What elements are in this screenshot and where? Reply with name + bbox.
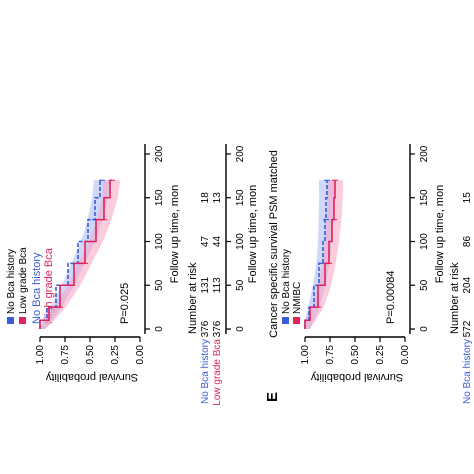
middle-risk-count: 113	[212, 277, 223, 293]
middle-risk-x-tick-label: 50	[235, 279, 246, 291]
middle-y-tick-label: 1.00	[35, 345, 46, 365]
bottom-y-label: Survival probability	[310, 371, 403, 383]
bottom-x-ticks: 0 50 100 150 200	[410, 145, 430, 332]
bottom-title: Cancer specific survival PSM matched	[268, 150, 280, 338]
middle-y-ticks: 1.00 0.75 0.50 0.25 0.00	[35, 337, 146, 364]
middle-risk-count: 376	[200, 320, 211, 337]
bottom-legend-swatch-blue	[282, 317, 289, 324]
top-legend-1: No Bca history	[31, 252, 43, 324]
middle-risk-x-ticks: 0 50 100 150 200	[226, 145, 246, 332]
middle-legend-swatch-red	[19, 317, 26, 324]
panel-bottom: E Cancer specific survival PSM matched N…	[264, 144, 473, 404]
middle-x-ticks: 0 50 100 150 200	[145, 145, 165, 332]
middle-x-tick-label: 0	[154, 326, 165, 332]
middle-y-tick-label: 0.00	[135, 345, 146, 365]
middle-ci-band-1	[40, 180, 111, 329]
middle-risk-x-label: Follow up time, mon	[247, 185, 259, 283]
bottom-y-tick-label: 0.75	[325, 345, 336, 365]
bottom-panel-letter: E	[264, 392, 281, 402]
middle-risk-count: 47	[200, 236, 211, 248]
bottom-x-tick-label: 100	[419, 233, 430, 250]
middle-x-tick-label: 100	[154, 233, 165, 250]
middle-km-curves	[39, 179, 121, 329]
middle-risk-x-tick-label: 0	[235, 326, 246, 332]
bottom-y-tick-label: 0.25	[375, 345, 386, 365]
bottom-legend-swatch-red	[293, 317, 300, 324]
bottom-x-tick-label: 50	[419, 279, 430, 291]
middle-y-tick-label: 0.75	[60, 345, 71, 365]
bottom-risk-count: 15	[462, 192, 473, 204]
middle-risk-count: 131	[200, 276, 211, 293]
middle-risk-count: 376	[212, 320, 223, 337]
bottom-risk-table: 57220486155721897912	[462, 192, 473, 338]
bottom-y-tick-label: 0.50	[350, 345, 361, 365]
middle-y-label: Survival probability	[45, 371, 138, 383]
middle-ci-band-2	[40, 180, 121, 329]
bottom-risk-count: 86	[462, 236, 473, 248]
bottom-y-tick-label: 1.00	[300, 345, 311, 365]
bottom-km-curves	[304, 179, 344, 329]
middle-y-tick-label: 0.50	[85, 345, 96, 365]
bottom-x-tick-label: 150	[419, 189, 430, 206]
bottom-risk-title: Number at risk	[449, 262, 461, 334]
bottom-legend-2: NMIBC	[292, 282, 303, 314]
bottom-y-ticks: 1.00 0.75 0.50 0.25 0.00	[300, 337, 411, 364]
middle-risk-group-1: No Bca history	[200, 339, 211, 404]
middle-risk-count: 13	[212, 192, 223, 204]
bottom-x-label: Follow up time, mon	[434, 185, 446, 283]
middle-x-tick-label: 150	[154, 189, 165, 206]
bottom-legend-1: No Bca history	[281, 249, 292, 314]
bottom-risk-count: 572	[462, 320, 473, 337]
middle-risk-title: Number at risk	[187, 262, 199, 334]
middle-risk-count: 44	[212, 236, 223, 248]
bottom-risk-group-1: No Bca history	[462, 339, 473, 404]
bottom-risk-count: 204	[462, 276, 473, 293]
middle-risk-x-tick-label: 200	[235, 145, 246, 162]
middle-legend-1: No Bca history	[6, 249, 17, 314]
bottom-p-value: P=0.00084	[385, 270, 397, 324]
middle-risk-x-tick-label: 150	[235, 189, 246, 206]
middle-legend-2: Low grade Bca	[18, 247, 29, 314]
bottom-x-tick-label: 0	[419, 326, 430, 332]
middle-x-label: Follow up time, mon	[169, 185, 181, 283]
bottom-y-tick-label: 0.00	[400, 345, 411, 365]
middle-x-tick-label: 50	[154, 279, 165, 291]
middle-risk-table: 376 131 47 18 376 113 44 13	[200, 192, 223, 338]
middle-y-tick-label: 0.25	[110, 345, 121, 365]
bottom-x-tick-label: 200	[419, 145, 430, 162]
middle-risk-count: 18	[200, 192, 211, 204]
middle-p-value: P=0.025	[119, 283, 131, 324]
middle-x-tick-label: 200	[154, 145, 165, 162]
middle-risk-x-tick-label: 100	[235, 233, 246, 250]
middle-risk-group-2: Low grade Bca	[212, 339, 223, 406]
panel-middle: No Bca history Low grade Bca 1.00 0.75 0.5…	[6, 144, 259, 406]
middle-legend-swatch-blue	[7, 317, 14, 324]
